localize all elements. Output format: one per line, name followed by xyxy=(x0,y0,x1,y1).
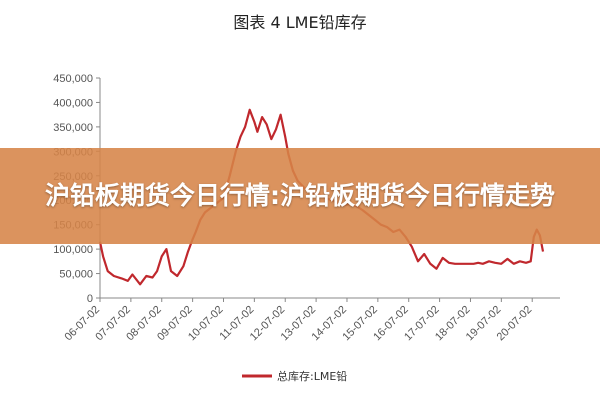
chart-title: 图表 4 LME铅库存 xyxy=(233,13,366,32)
article-headline-banner: 沪铅板期货今日行情:沪铅板期货今日行情走势 xyxy=(0,148,600,244)
legend-label: 总库存:LME铅 xyxy=(277,369,347,383)
y-tick-label: 50,000 xyxy=(59,269,93,281)
y-tick-label: 0 xyxy=(87,293,93,305)
y-tick-label: 450,000 xyxy=(53,73,93,85)
y-tick-label: 350,000 xyxy=(53,122,93,134)
headline-text: 沪铅板期货今日行情:沪铅板期货今日行情走势 xyxy=(45,181,555,210)
chart-legend: 总库存:LME铅 xyxy=(242,369,347,383)
y-tick-label: 400,000 xyxy=(53,97,93,109)
y-tick-label: 100,000 xyxy=(53,244,93,256)
